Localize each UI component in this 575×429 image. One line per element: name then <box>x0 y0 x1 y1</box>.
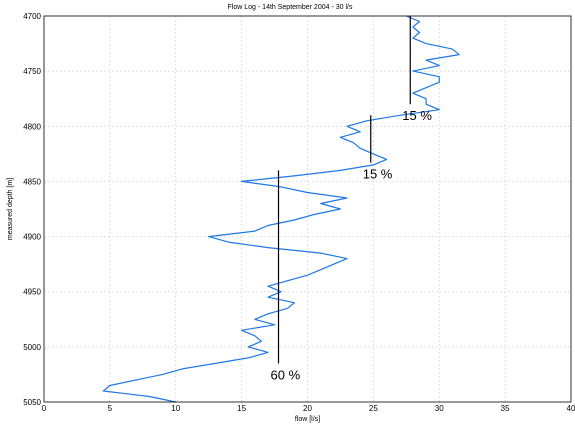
x-axis-title: flow [l/s] <box>295 416 320 423</box>
y-tick-label: 4850 <box>23 177 41 186</box>
tick-labels: 0 5 10 15 20 25 30 35 40 4700 4750 4800 4850 4900 4950… <box>23 12 575 413</box>
x-tick-label: 10 <box>171 404 180 413</box>
x-tick-label: 15 <box>237 404 246 413</box>
flow-series-line <box>102 15 460 403</box>
segment-percentage-label: 60 % <box>271 367 301 382</box>
y-axis-title: measured depth [m] <box>7 178 14 240</box>
y-tick-label: 4950 <box>23 288 41 297</box>
grid <box>44 16 571 402</box>
x-tick-label: 5 <box>108 404 113 413</box>
y-tick-label: 4800 <box>23 122 41 131</box>
x-tick-label: 30 <box>435 404 444 413</box>
x-tick-label: 0 <box>42 404 47 413</box>
y-tick-label: 5050 <box>23 398 41 407</box>
chart-title: Flow Log - 14th September 2004 - 30 l/s <box>228 4 353 11</box>
x-tick-label: 20 <box>303 404 312 413</box>
x-tick-label: 35 <box>501 404 510 413</box>
segment-percentage-label: 15 % <box>363 167 393 182</box>
x-tick-label: 40 <box>567 404 575 413</box>
series-layer <box>102 15 460 403</box>
y-tick-label: 4900 <box>23 233 41 242</box>
y-tick-label: 4700 <box>23 12 41 21</box>
segment-layer: 15 % 15 % 60 % <box>271 16 432 382</box>
segment-percentage-label: 15 % <box>402 108 432 123</box>
plot-frame <box>43 15 572 403</box>
x-tick-label: 25 <box>369 404 378 413</box>
y-tick-label: 4750 <box>23 67 41 76</box>
y-tick-label: 5000 <box>23 343 41 352</box>
